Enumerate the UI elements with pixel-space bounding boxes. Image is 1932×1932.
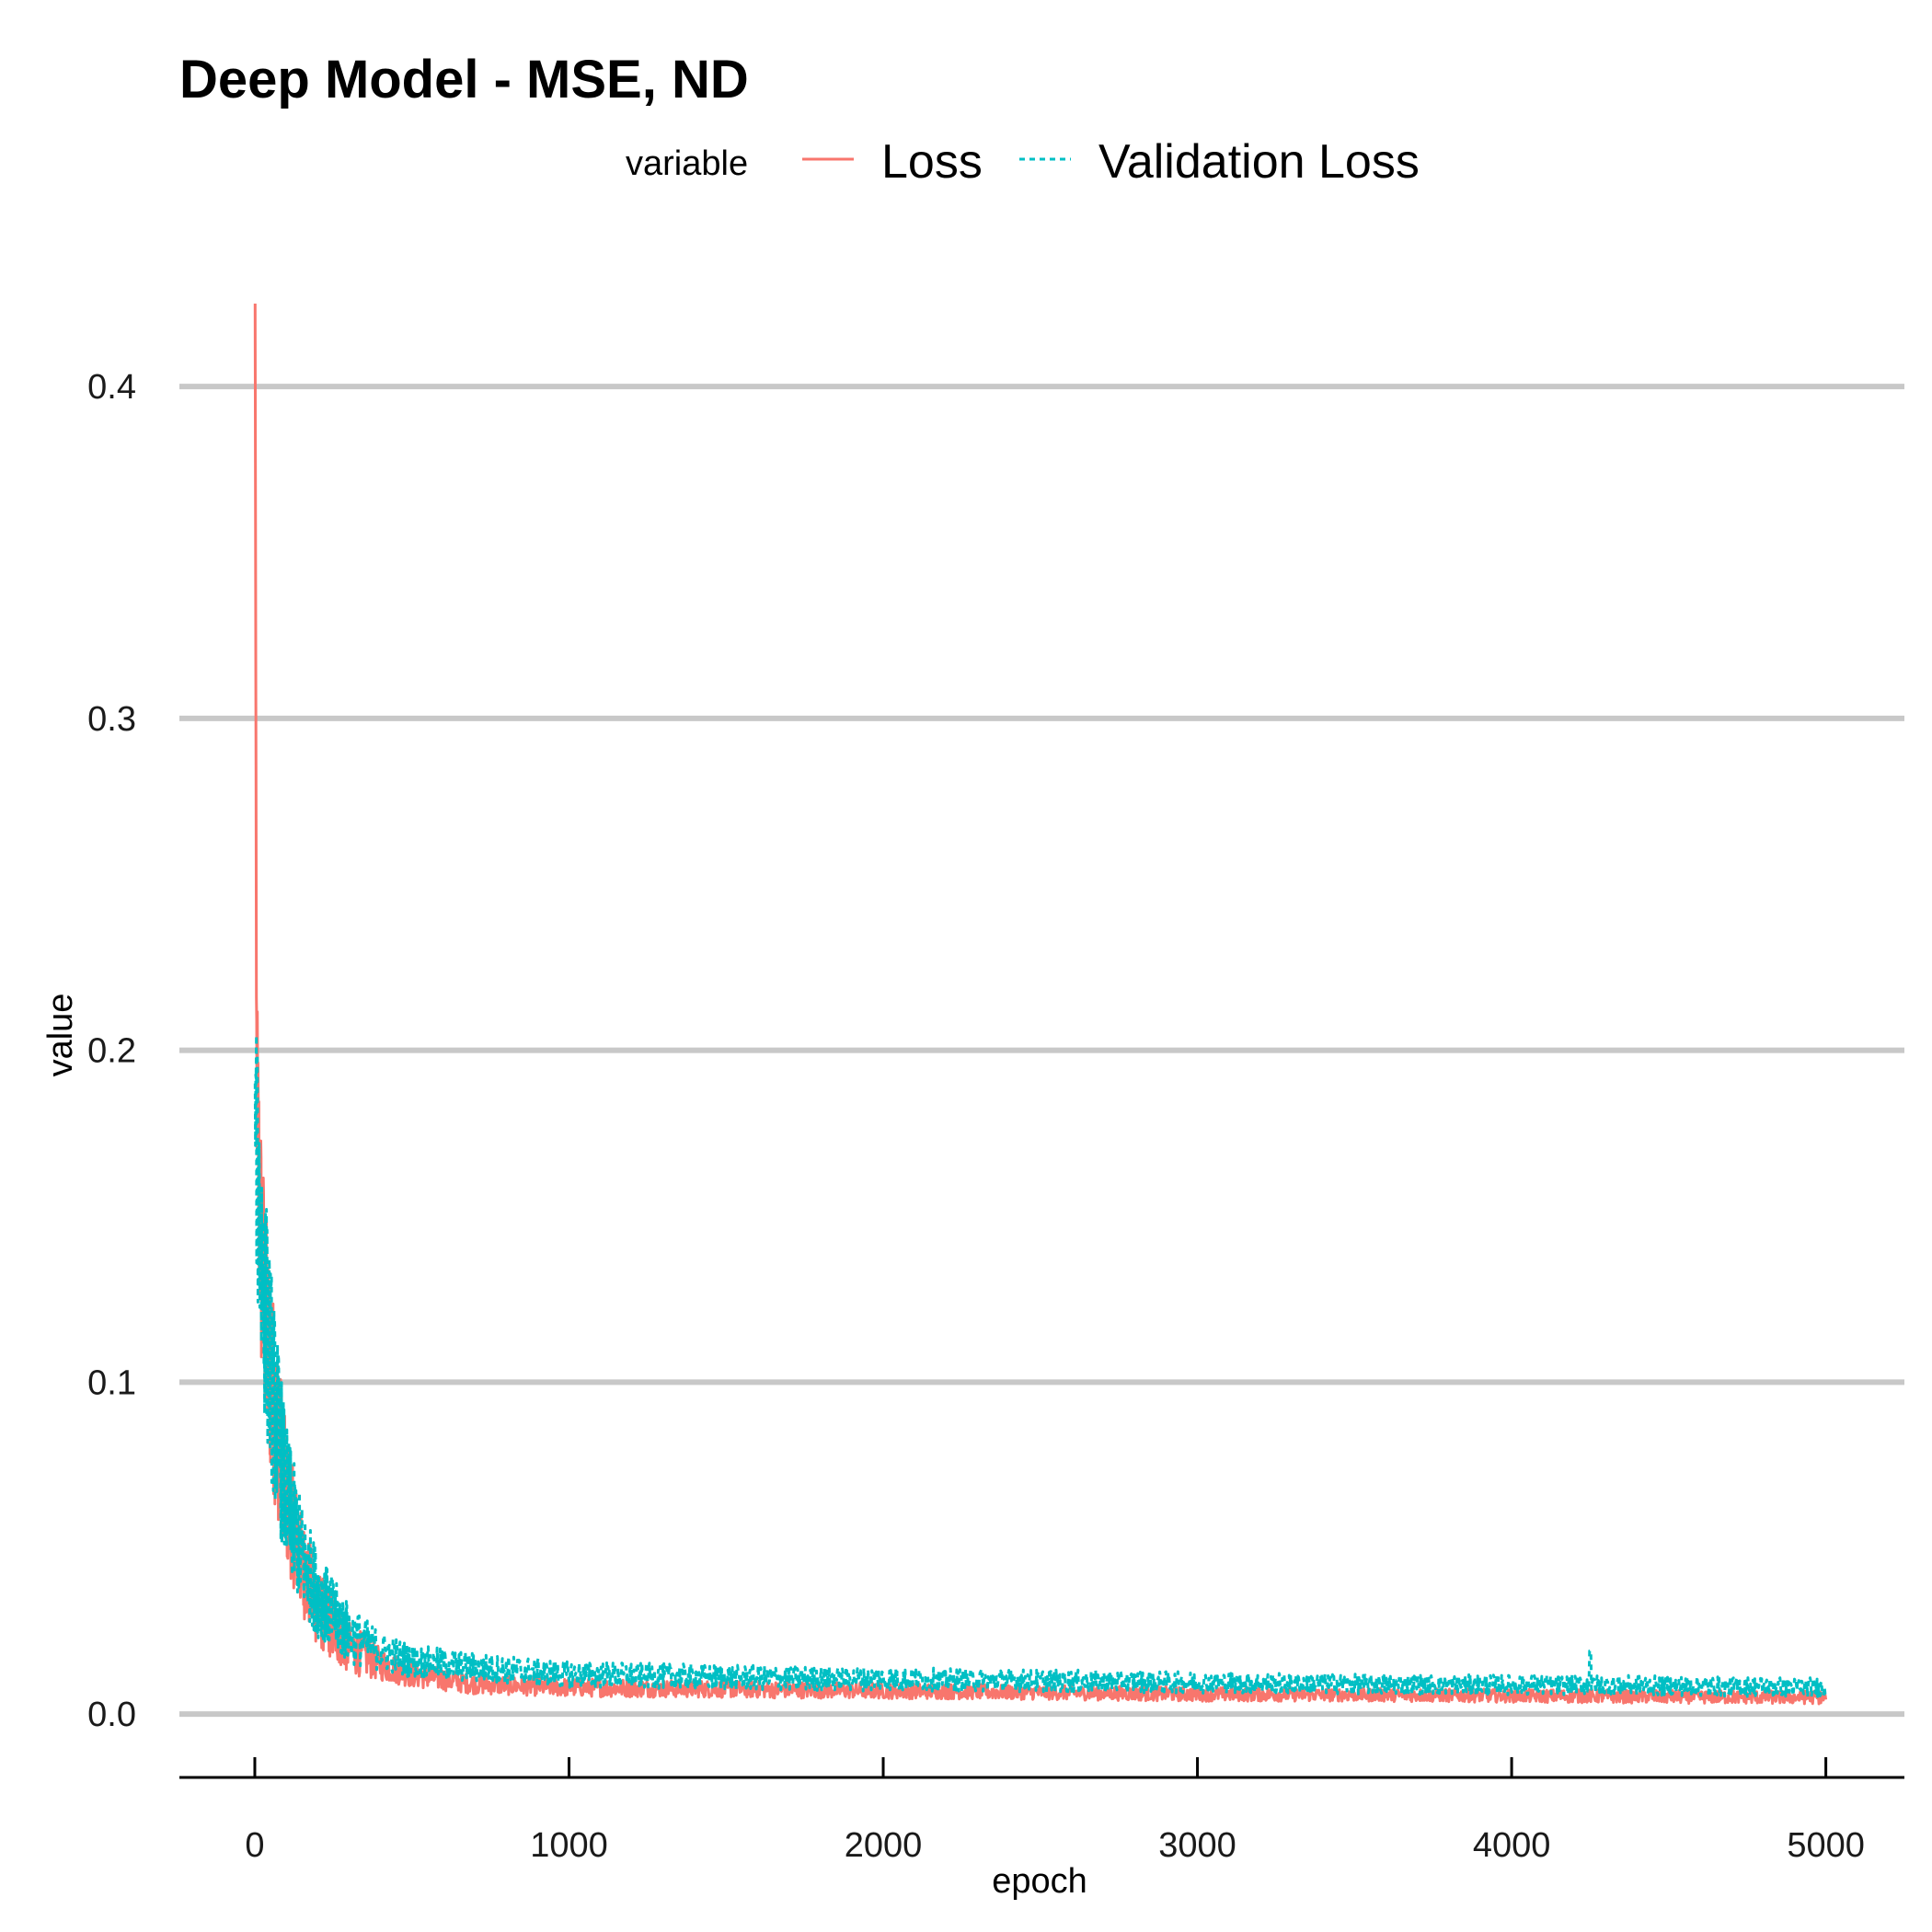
x-tick-label: 0 [245,1826,264,1865]
series-layer [253,303,1828,1706]
legend-title: variable [626,144,748,183]
y-tick-label: 0.1 [87,1363,136,1402]
y-axis-label: value [41,994,80,1077]
y-tick-label: 0.2 [87,1032,136,1071]
x-axis: 0 1000 2000 3000 4000 5000 [179,1757,1904,1865]
x-axis-label: epoch [992,1862,1087,1901]
y-axis: 0.0 0.1 0.2 0.3 0.4 [87,368,136,1734]
x-tick-label: 3000 [1158,1826,1236,1865]
y-tick-label: 0.3 [87,700,136,739]
legend-label-validation-loss: Validation Loss [1098,135,1420,189]
x-tick-label: 2000 [845,1826,923,1865]
x-tick-label: 4000 [1473,1826,1551,1865]
chart-title: Deep Model - MSE, ND [179,50,749,109]
x-tick-label: 1000 [530,1826,608,1865]
legend-label-loss: Loss [881,135,983,189]
y-tick-label: 0.0 [87,1696,136,1734]
y-tick-label: 0.4 [87,368,136,407]
legend: variable Loss Validation Loss [626,135,1420,189]
x-tick-label: 5000 [1787,1826,1865,1865]
series-line-validation-loss [253,1034,1827,1699]
series-line-loss [253,303,1828,1706]
gridlines [179,384,1904,1718]
